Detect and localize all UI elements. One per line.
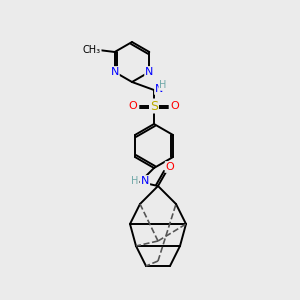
- Text: O: O: [171, 101, 179, 111]
- Text: N: N: [141, 176, 149, 186]
- Text: N: N: [110, 67, 119, 77]
- Text: H: H: [159, 80, 167, 90]
- Text: N: N: [155, 84, 164, 94]
- Text: S: S: [150, 100, 158, 112]
- Text: H: H: [131, 176, 139, 186]
- Text: O: O: [129, 101, 137, 111]
- Text: O: O: [166, 162, 174, 172]
- Text: N: N: [145, 67, 154, 77]
- Text: CH₃: CH₃: [82, 45, 101, 55]
